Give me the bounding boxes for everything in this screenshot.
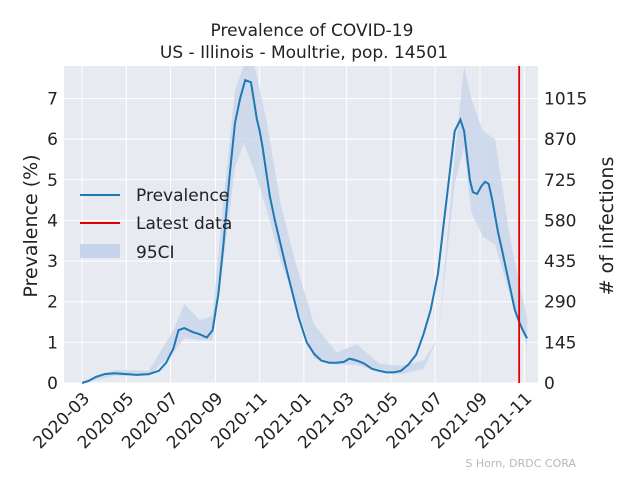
prevalence-line: [81, 78, 528, 384]
y2-tick-label: 870: [544, 130, 576, 150]
y2-tick-label: 0: [544, 374, 555, 394]
x-axis-ticks: 2020-032020-052020-072020-092020-112021-…: [30, 389, 536, 453]
y-tick-label: 0: [47, 374, 58, 394]
y-tick-label: 4: [47, 211, 58, 231]
y-tick-label: 2: [47, 293, 58, 313]
legend-label-latest: Latest data: [136, 214, 232, 234]
y-tick-label: 7: [47, 90, 58, 110]
y-tick-label: 1: [47, 333, 58, 353]
chart-title: Prevalence of COVID-19: [211, 21, 414, 41]
y2-tick-label: 145: [544, 333, 576, 353]
y2-axis-label: # of infections: [596, 157, 618, 296]
y2-tick-label: 725: [544, 171, 576, 191]
chart-subtitle: US - Illinois - Moultrie, pop. 14501: [160, 43, 448, 63]
y2-axis-ticks: 0 145 290 435 580 725 870 1015: [544, 90, 587, 394]
y-tick-label: 3: [47, 252, 58, 272]
ci-band: [82, 66, 528, 383]
y-tick-label: 6: [47, 130, 58, 150]
y2-tick-label: 290: [544, 293, 576, 313]
legend-swatch-ci: [80, 244, 120, 258]
legend: Prevalence Latest data 95CI: [80, 186, 232, 263]
y2-tick-label: 435: [544, 252, 576, 272]
y2-tick-label: 580: [544, 211, 576, 231]
legend-label-prevalence: Prevalence: [136, 186, 229, 206]
y-tick-label: 5: [47, 171, 58, 191]
legend-label-ci: 95CI: [136, 243, 175, 263]
y-axis-label: Prevalence (%): [20, 154, 42, 297]
y-axis-ticks: 0 1 2 3 4 5 6 7: [47, 90, 58, 394]
credit-text: S Horn, DRDC CORA: [465, 457, 576, 470]
y2-tick-label: 1015: [544, 90, 587, 110]
